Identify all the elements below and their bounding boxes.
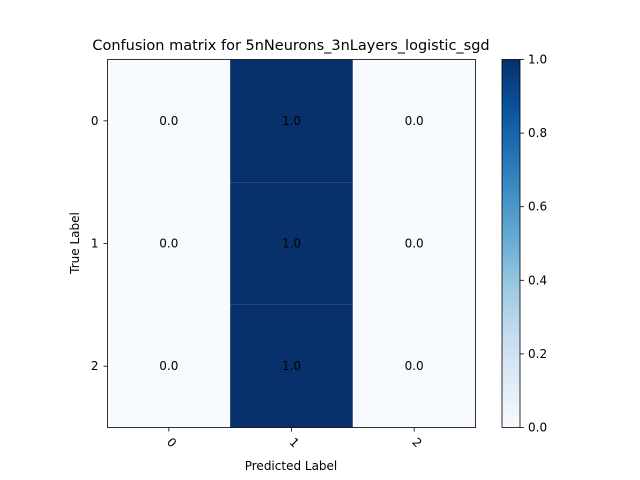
cell-value-label: 1.0 [282, 237, 301, 251]
cell-value-label: 0.0 [405, 359, 424, 373]
cell-value-label: 1.0 [282, 114, 301, 128]
heatmap-cell [352, 304, 476, 428]
heatmap-cell-labels: 0.0 1.0 0.0 0.0 1.0 0.0 0.0 1.0 0.0 [159, 114, 423, 373]
y-tick-label: 1 [91, 237, 99, 251]
cell-value-label: 1.0 [282, 359, 301, 373]
colorbar-tick-label: 0.8 [528, 126, 547, 140]
colorbar-tick-label: 1.0 [528, 53, 547, 67]
colorbar-tick-label: 0.4 [528, 273, 547, 287]
heatmap-cell [107, 182, 231, 305]
cell-value-label: 0.0 [159, 359, 178, 373]
heatmap-cells [107, 59, 476, 428]
chart-title: Confusion matrix for 5nNeurons_3nLayers_… [92, 38, 489, 54]
y-axis-label: True Label [68, 212, 82, 275]
heatmap-cell [352, 59, 476, 183]
x-tick-label: 1 [287, 435, 302, 450]
cell-value-label: 0.0 [405, 114, 424, 128]
heatmap-cell [230, 59, 353, 183]
colorbar-ticks: 0.0 0.2 0.4 0.6 0.8 1.0 [520, 53, 547, 435]
y-tick-label: 2 [91, 359, 99, 373]
x-axis-label: Predicted Label [245, 459, 338, 473]
x-tick-label: 0 [164, 435, 179, 450]
heatmap-cell [107, 304, 231, 428]
heatmap-cell [230, 304, 353, 428]
colorbar-tick-label: 0.2 [528, 347, 547, 361]
x-axis-ticks: 0 1 2 [164, 427, 425, 450]
heatmap-cell [352, 182, 476, 305]
y-axis-ticks: 0 1 2 [91, 114, 108, 373]
colorbar-tick-label: 0.0 [528, 421, 547, 435]
heatmap-cell [107, 59, 231, 183]
cell-value-label: 0.0 [159, 114, 178, 128]
y-tick-label: 0 [91, 114, 99, 128]
x-tick-label: 2 [409, 435, 424, 450]
cell-value-label: 0.0 [405, 237, 424, 251]
colorbar [501, 59, 521, 428]
heatmap-cell [230, 182, 353, 305]
colorbar-tick-label: 0.6 [528, 200, 547, 214]
cell-value-label: 0.0 [159, 237, 178, 251]
